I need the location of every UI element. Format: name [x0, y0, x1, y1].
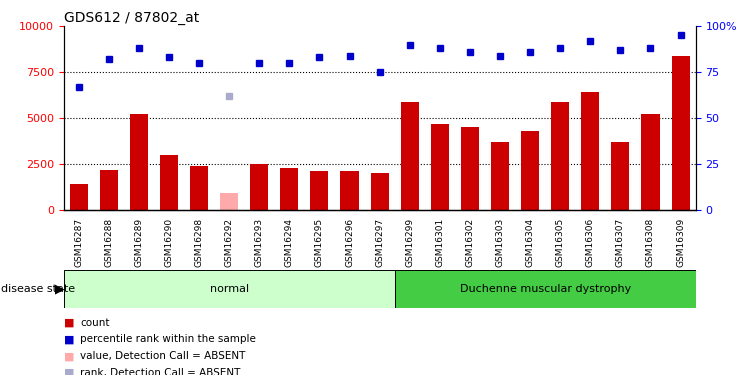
- Text: normal: normal: [209, 284, 248, 294]
- Bar: [581, 92, 599, 210]
- Bar: [340, 171, 358, 210]
- Bar: [431, 124, 449, 210]
- Bar: [220, 194, 238, 210]
- Text: ■: ■: [64, 334, 74, 344]
- Bar: [461, 128, 479, 210]
- Bar: [190, 166, 208, 210]
- Bar: [611, 142, 629, 210]
- Text: count: count: [80, 318, 109, 327]
- Text: ▶: ▶: [55, 282, 64, 295]
- Bar: [521, 131, 539, 210]
- Bar: [551, 102, 569, 210]
- Text: ■: ■: [64, 368, 74, 375]
- Bar: [491, 142, 509, 210]
- Bar: [672, 56, 690, 210]
- Text: rank, Detection Call = ABSENT: rank, Detection Call = ABSENT: [80, 368, 240, 375]
- Bar: [160, 155, 178, 210]
- Bar: [370, 173, 389, 210]
- Text: ■: ■: [64, 351, 74, 361]
- Bar: [310, 171, 328, 210]
- Text: percentile rank within the sample: percentile rank within the sample: [80, 334, 256, 344]
- Text: Duchenne muscular dystrophy: Duchenne muscular dystrophy: [459, 284, 631, 294]
- Bar: [642, 114, 660, 210]
- Text: GDS612 / 87802_at: GDS612 / 87802_at: [64, 11, 199, 25]
- Bar: [70, 184, 88, 210]
- Bar: [395, 270, 696, 308]
- Bar: [64, 270, 395, 308]
- Bar: [250, 164, 269, 210]
- Text: ■: ■: [64, 318, 74, 327]
- Bar: [99, 170, 117, 210]
- Text: disease state: disease state: [1, 284, 75, 294]
- Bar: [280, 168, 298, 210]
- Text: value, Detection Call = ABSENT: value, Detection Call = ABSENT: [80, 351, 245, 361]
- Bar: [130, 114, 148, 210]
- Bar: [401, 102, 419, 210]
